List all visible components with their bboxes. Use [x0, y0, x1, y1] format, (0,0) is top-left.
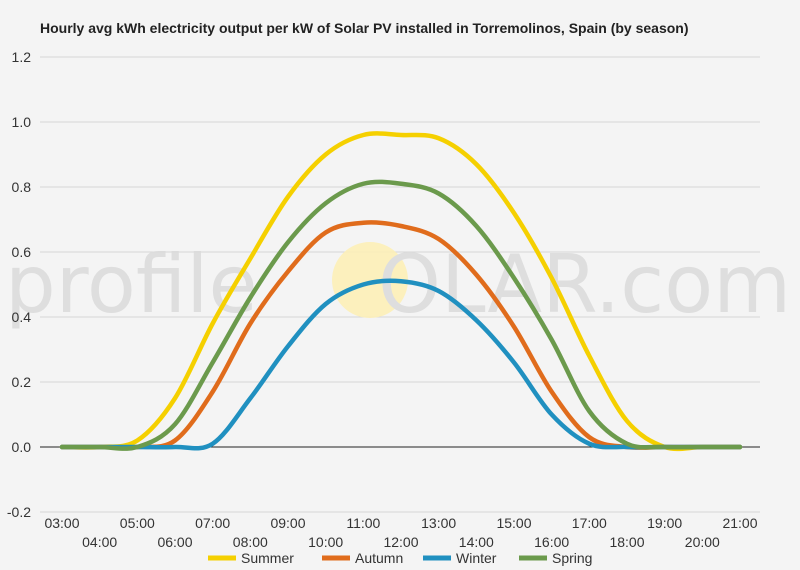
- x-tick-label: 16:00: [534, 534, 569, 550]
- x-tick-label: 04:00: [82, 534, 117, 550]
- x-tick-label: 14:00: [459, 534, 494, 550]
- legend-label-autumn: Autumn: [355, 550, 403, 566]
- x-tick-label: 15:00: [496, 515, 531, 531]
- y-tick-label: 1.2: [12, 49, 32, 65]
- axes: 1.2 1.0 0.8 0.6 0.4 0.2 0.0 -0.2 03:0004:0005:00…: [7, 49, 760, 550]
- x-tick-label: 12:00: [383, 534, 418, 550]
- y-tick-label: 1.0: [12, 114, 32, 130]
- x-tick-label: 11:00: [346, 515, 380, 531]
- x-tick-label: 18:00: [609, 534, 644, 550]
- x-tick-label: 06:00: [157, 534, 192, 550]
- x-tick-label: 17:00: [572, 515, 607, 531]
- gridlines: [40, 56, 760, 513]
- watermark-logo: profile OLAR.com: [5, 238, 791, 331]
- watermark-sun-icon: [332, 242, 408, 318]
- series-line-spring: [59, 179, 743, 451]
- series-line-winter: [59, 278, 743, 451]
- legend-label-spring: Spring: [552, 550, 592, 566]
- y-tick-label: 0.6: [12, 244, 32, 260]
- y-tick-label: 0.0: [12, 439, 32, 455]
- y-tick-label: 0.2: [12, 374, 32, 390]
- series-lines: [59, 131, 743, 452]
- x-tick-label: 20:00: [685, 534, 720, 550]
- x-tick-label: 07:00: [195, 515, 230, 531]
- chart-title: Hourly avg kWh electricity output per kW…: [40, 20, 689, 36]
- x-tick-label: 08:00: [233, 534, 268, 550]
- series-line-summer: [59, 131, 743, 452]
- y-tick-label: -0.2: [7, 504, 31, 520]
- x-tick-label: 05:00: [120, 515, 155, 531]
- x-tick-label: 19:00: [647, 515, 682, 531]
- y-tick-label: 0.8: [12, 179, 32, 195]
- x-tick-label: 13:00: [421, 515, 456, 531]
- watermark-text-right: OLAR.com: [378, 238, 791, 331]
- x-tick-label: 03:00: [44, 515, 79, 531]
- x-tick-label: 21:00: [722, 515, 757, 531]
- x-tick-label: 10:00: [308, 534, 343, 550]
- legend-label-winter: Winter: [456, 550, 497, 566]
- legend-label-summer: Summer: [241, 550, 294, 566]
- legend: Summer Autumn Winter Spring: [208, 550, 592, 566]
- watermark-text-left: profile: [5, 238, 258, 331]
- y-tick-label: 0.4: [12, 309, 32, 325]
- x-tick-label: 09:00: [270, 515, 305, 531]
